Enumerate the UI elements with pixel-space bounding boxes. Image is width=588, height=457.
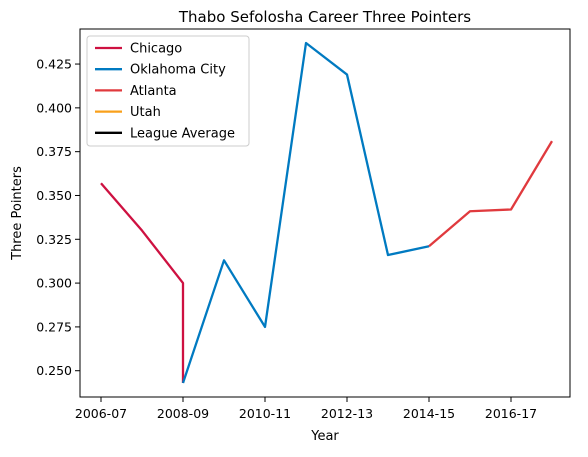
y-tick-label: 0.425	[36, 57, 72, 72]
x-tick-label: 2014-15	[403, 406, 455, 421]
plot-area-frame	[79, 28, 571, 398]
y-tick-label: 0.400	[36, 100, 72, 115]
legend-label-chicago: Chicago	[130, 42, 182, 57]
x-tick-label: 2006-07	[75, 406, 127, 421]
y-tick-label: 0.275	[36, 319, 72, 334]
legend-items: Chicago Oklahoma City Atlanta Utah League Av…	[95, 42, 235, 141]
x-tick-label: 2012-13	[321, 406, 373, 421]
y-tick-label: 0.375	[36, 144, 72, 159]
x-tick-label: 2008-09	[157, 406, 209, 421]
y-tick-label: 0.300	[36, 276, 72, 291]
legend-label-utah: Utah	[130, 105, 161, 120]
legend-label-league-average: League Average	[130, 126, 235, 141]
legend-label-oklahoma-city: Oklahoma City	[130, 63, 226, 78]
series-line-chicago	[100, 182, 185, 383]
chart-title: Thabo Sefolosha Career Three Pointers	[178, 8, 471, 26]
y-tick-label: 0.250	[36, 363, 72, 378]
y-axis-title: Three Pointers	[10, 166, 25, 261]
legend-box	[86, 35, 250, 147]
x-axis-title: Year	[310, 429, 339, 444]
legend-label-atlanta: Atlanta	[130, 84, 177, 99]
series-line-atlanta	[428, 140, 553, 248]
y-tick-label: 0.325	[36, 232, 72, 247]
series-line-oklahoma-city	[181, 41, 430, 384]
x-tick-label: 2010-11	[239, 406, 291, 421]
x-axis-ticks: 2006-07 2008-09 2010-11 2012-13 2014-15 2016-…	[75, 397, 537, 421]
x-tick-label: 2016-17	[485, 406, 537, 421]
legend: Chicago Oklahoma City Atlanta Utah League Av…	[86, 35, 250, 147]
series-lines-layer	[100, 41, 553, 384]
y-tick-label: 0.350	[36, 188, 72, 203]
y-axis-ticks: 0.250 0.275 0.300 0.325 0.350 0.375 0.400 0.425	[36, 57, 80, 378]
